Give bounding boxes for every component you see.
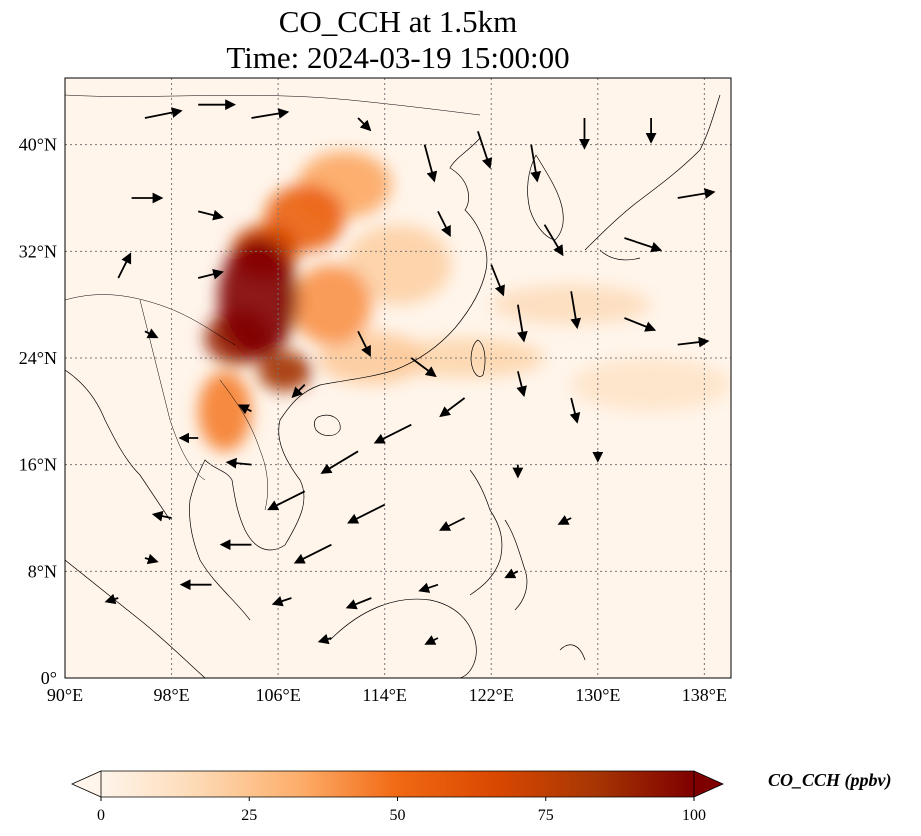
coastlines: [65, 94, 721, 678]
co-plume: [218, 238, 299, 358]
co-plume: [571, 358, 731, 412]
wind-arrow: [477, 131, 493, 170]
wind-arrow: [410, 357, 437, 378]
wind-arrow: [345, 597, 372, 610]
wind-arrow: [320, 450, 359, 474]
latitude-label: 16°N: [19, 455, 57, 475]
wind-arrow: [424, 635, 439, 645]
latitude-label: 32°N: [19, 241, 57, 261]
korea-coastline: [527, 154, 564, 241]
japan-coastline: [584, 94, 721, 251]
longitude-label: 122°E: [469, 685, 514, 705]
co-plume: [491, 284, 652, 325]
sumatra-coastline: [65, 559, 206, 678]
wind-arrow: [267, 490, 306, 511]
chart-title-line1: CO_CCH at 1.5km: [278, 4, 518, 39]
wind-arrow: [144, 553, 159, 565]
wind-arrow: [151, 510, 172, 522]
longitude-label: 90°E: [47, 685, 83, 705]
japan-south-coastline: [599, 249, 641, 261]
wind-arrow: [418, 582, 439, 593]
wind-arrow: [423, 144, 438, 183]
wind-arrow: [357, 117, 372, 132]
colorbar-tick-label: 100: [682, 807, 706, 824]
co-plume: [258, 351, 312, 392]
latitude-tick-labels: 0° 8°N 16°N 24°N 32°N 40°N: [19, 135, 57, 688]
gridlines: [65, 78, 731, 678]
colorbar-tick-label: 25: [241, 807, 257, 824]
wind-arrow: [439, 397, 466, 418]
wind-arrow: [293, 543, 332, 564]
colorbar-ticks: 0 25 50 75 100: [97, 797, 706, 824]
wind-arrow: [357, 330, 371, 357]
wind-arrow: [197, 209, 224, 221]
wind-vectors: [104, 99, 716, 645]
wind-arrow: [373, 423, 412, 444]
hainan-coastline: [313, 414, 341, 436]
wind-arrow: [144, 107, 183, 119]
taiwan-coastline: [470, 339, 486, 377]
wind-arrow: [104, 593, 119, 605]
co-plume: [291, 264, 372, 345]
wind-arrow: [569, 397, 581, 424]
longitude-label: 114°E: [362, 685, 407, 705]
wind-arrow: [557, 515, 572, 525]
wind-arrow: [570, 291, 582, 330]
bay-coastline: [65, 369, 171, 521]
border-line: [219, 379, 268, 511]
colorbar-extend-max: [693, 770, 724, 798]
mainland-coastline: [189, 136, 488, 621]
colorbar-extend-min: [71, 770, 102, 798]
border-line: [65, 294, 236, 346]
latitude-label: 8°N: [28, 561, 57, 581]
wind-arrow: [504, 568, 519, 579]
latitude-label: 40°N: [19, 135, 57, 155]
wind-arrow: [437, 210, 451, 237]
longitude-label: 130°E: [575, 685, 620, 705]
wind-arrow: [490, 264, 505, 297]
co-plume: [344, 224, 452, 305]
wind-arrow: [677, 336, 710, 348]
wind-arrow: [197, 268, 224, 280]
sulawesi-coastline: [559, 644, 586, 661]
latitude-label: 0°: [41, 668, 57, 688]
wind-arrow: [347, 503, 386, 524]
wind-arrow: [516, 371, 527, 398]
philippines-coastline: [469, 469, 503, 596]
border-line: [65, 94, 481, 116]
colorbar-tick-label: 0: [97, 807, 105, 824]
wind-arrow: [516, 304, 528, 343]
wind-arrow: [317, 633, 332, 645]
map-frame: [64, 77, 732, 679]
philippines-south-coastline: [504, 519, 528, 611]
colorbar: 0 25 50 75 100: [71, 770, 724, 824]
wind-arrow: [291, 384, 306, 398]
wind-arrow: [624, 237, 663, 253]
longitude-label: 106°E: [256, 685, 301, 705]
colorbar-tick-label: 50: [390, 807, 406, 824]
colorbar-label: CO_CCH (ppbv): [768, 770, 892, 790]
borneo-coastline: [329, 598, 477, 678]
colorbar-body: [101, 771, 694, 797]
wind-arrow: [117, 252, 132, 279]
longitude-label: 138°E: [682, 685, 727, 705]
chart-title-line2: Time: 2024-03-19 15:00:00: [226, 40, 570, 75]
wind-arrow: [677, 188, 716, 199]
wind-arrow: [237, 404, 252, 415]
wind-arrow: [144, 328, 159, 339]
co-plume: [198, 371, 252, 452]
colorbar-tick-label: 75: [538, 807, 554, 824]
latitude-label: 24°N: [19, 348, 57, 368]
wind-arrow: [624, 317, 657, 332]
wind-arrow: [530, 144, 542, 183]
longitude-tick-labels: 90°E 98°E 106°E 114°E 122°E 130°E 138°E: [47, 685, 727, 705]
wind-arrow: [543, 224, 564, 257]
wind-arrow: [438, 517, 466, 531]
wind-arrow: [225, 457, 252, 469]
longitude-label: 98°E: [153, 685, 189, 705]
wind-arrow: [271, 596, 292, 607]
wind-arrow: [251, 108, 290, 119]
